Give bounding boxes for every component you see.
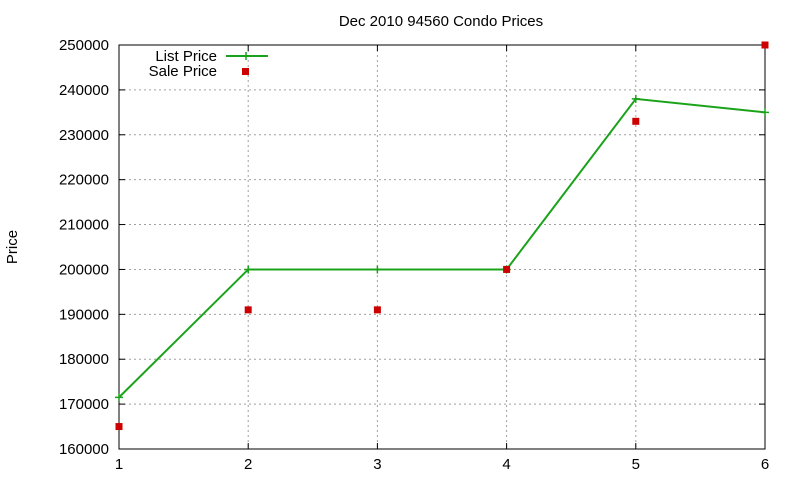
- x-tick-label: 6: [761, 456, 769, 473]
- y-tick-label: 240000: [59, 82, 109, 99]
- y-tick-label: 180000: [59, 351, 109, 368]
- tick-labels: 1 2 3 4 5 6 160000 170000 180000 190000 200000 2100…: [59, 37, 769, 473]
- point-sale-price: [244, 306, 252, 314]
- series-line-list-price: [118, 97, 766, 399]
- x-tick-label: 3: [373, 456, 381, 473]
- x-tick-label: 2: [244, 456, 252, 473]
- point-list-price: [373, 265, 382, 274]
- y-axis-label: Price: [4, 230, 21, 264]
- y-tick-label: 160000: [59, 441, 109, 458]
- point-list-price: [244, 265, 253, 274]
- legend-label-list-price: List Price: [155, 48, 217, 65]
- x-tick-label: 4: [502, 456, 510, 473]
- series: [115, 41, 769, 431]
- legend-marker-list-price: [242, 52, 250, 60]
- point-list-price: [115, 393, 123, 402]
- axis-ticks: [118, 44, 766, 450]
- point-sale-price: [632, 117, 640, 125]
- y-tick-label: 230000: [59, 127, 109, 144]
- x-tick-label: 5: [632, 456, 640, 473]
- point-sale-price: [373, 306, 381, 314]
- x-tick-label: 1: [115, 456, 123, 473]
- plot-frame: [118, 44, 766, 450]
- point-list-price: [631, 94, 640, 103]
- y-tick-label: 190000: [59, 306, 109, 323]
- legend: List Price Sale Price: [149, 48, 268, 80]
- point-list-price: [761, 108, 769, 117]
- y-tick-label: 250000: [59, 37, 109, 54]
- y-tick-label: 220000: [59, 172, 109, 189]
- y-tick-label: 170000: [59, 396, 109, 413]
- point-sale-price: [503, 265, 511, 273]
- point-sale-price: [761, 41, 769, 49]
- y-tick-label: 200000: [59, 261, 109, 278]
- y-tick-label: 210000: [59, 217, 109, 234]
- point-sale-price: [115, 423, 123, 431]
- legend-marker-sale-price: [242, 68, 249, 75]
- grid-lines: [119, 45, 765, 449]
- chart-title: Dec 2010 94560 Condo Prices: [339, 13, 543, 30]
- legend-label-sale-price: Sale Price: [149, 63, 217, 80]
